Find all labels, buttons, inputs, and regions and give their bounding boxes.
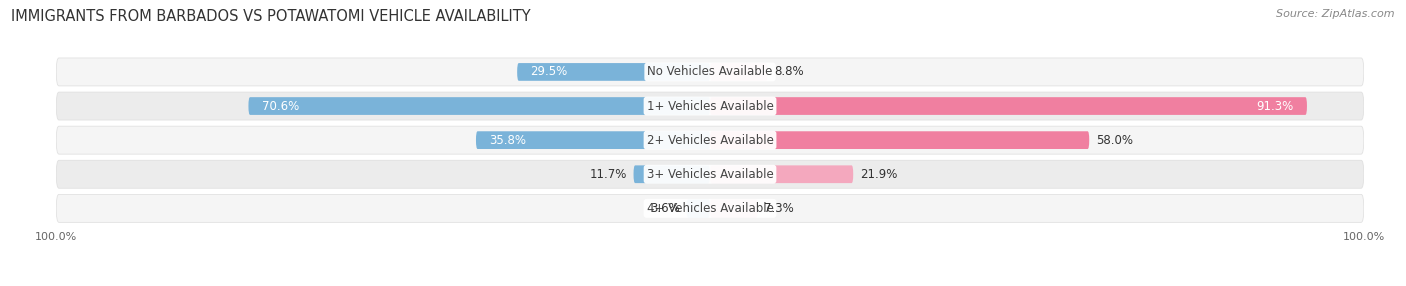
Text: 70.6%: 70.6% [262,100,299,112]
FancyBboxPatch shape [56,126,1364,154]
FancyBboxPatch shape [517,63,710,81]
FancyBboxPatch shape [710,131,1090,149]
FancyBboxPatch shape [56,92,1364,120]
Text: 58.0%: 58.0% [1095,134,1133,147]
FancyBboxPatch shape [710,165,853,183]
Text: 7.3%: 7.3% [765,202,794,215]
FancyBboxPatch shape [249,97,710,115]
Text: 91.3%: 91.3% [1257,100,1294,112]
FancyBboxPatch shape [710,97,1308,115]
Text: Source: ZipAtlas.com: Source: ZipAtlas.com [1277,9,1395,19]
FancyBboxPatch shape [686,199,710,217]
FancyBboxPatch shape [710,199,758,217]
FancyBboxPatch shape [56,194,1364,222]
Text: No Vehicles Available: No Vehicles Available [647,65,773,78]
Text: 1+ Vehicles Available: 1+ Vehicles Available [647,100,773,112]
Text: 4+ Vehicles Available: 4+ Vehicles Available [647,202,773,215]
Text: 11.7%: 11.7% [589,168,627,181]
FancyBboxPatch shape [710,63,768,81]
FancyBboxPatch shape [56,160,1364,188]
FancyBboxPatch shape [477,131,710,149]
Text: IMMIGRANTS FROM BARBADOS VS POTAWATOMI VEHICLE AVAILABILITY: IMMIGRANTS FROM BARBADOS VS POTAWATOMI V… [11,9,531,23]
Text: 3+ Vehicles Available: 3+ Vehicles Available [647,168,773,181]
FancyBboxPatch shape [634,165,710,183]
Text: 2+ Vehicles Available: 2+ Vehicles Available [647,134,773,147]
Text: 29.5%: 29.5% [530,65,568,78]
Text: 3.6%: 3.6% [650,202,681,215]
Text: 8.8%: 8.8% [775,65,804,78]
Text: 21.9%: 21.9% [859,168,897,181]
Text: 35.8%: 35.8% [489,134,526,147]
FancyBboxPatch shape [56,58,1364,86]
